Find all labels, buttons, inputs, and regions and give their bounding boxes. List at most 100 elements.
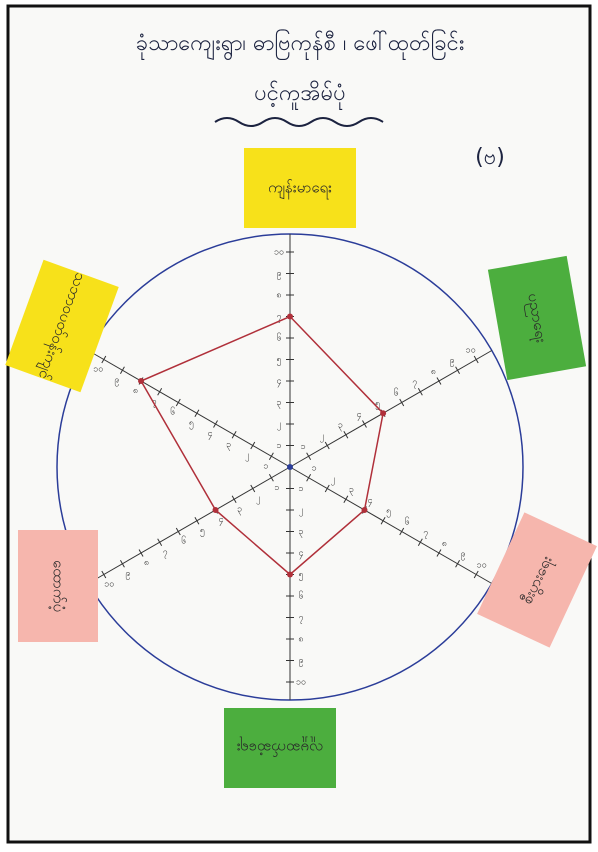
- category-label: လူမှုဆက်ဆံရေး: [236, 737, 323, 758]
- tick-mark: [213, 420, 218, 428]
- data-point: [287, 313, 293, 320]
- tick-label: ၁၀: [104, 580, 114, 590]
- tick-label: ၅: [276, 355, 281, 366]
- tick-mark: [380, 517, 386, 525]
- data-point: [361, 507, 368, 513]
- note-paper: [224, 708, 336, 788]
- tick-label: ၂: [277, 420, 281, 431]
- tick-mark: [101, 355, 107, 364]
- tick-label: ၁၀: [466, 345, 476, 355]
- tick-mark: [119, 560, 125, 568]
- tick-mark: [194, 409, 200, 417]
- category-label: ထောက်ပံ့: [49, 560, 68, 612]
- axis-line: [289, 466, 493, 584]
- data-point: [287, 571, 293, 578]
- axis-line: [87, 350, 291, 468]
- tick-label: ၁: [263, 461, 268, 471]
- tick-mark: [306, 474, 312, 482]
- tick-label: ၄: [276, 377, 281, 388]
- tick-mark: [157, 388, 163, 396]
- tick-label: ၁: [274, 483, 279, 493]
- tick-label: ၃: [226, 440, 231, 451]
- tick-label: ၅: [298, 570, 303, 581]
- tick-label: ၂: [320, 431, 324, 442]
- tick-mark: [343, 495, 349, 503]
- tick-mark: [417, 538, 423, 546]
- tick-mark: [101, 570, 107, 579]
- note-paper: [477, 512, 597, 648]
- sticky-note: ကျန်းမာရေး: [244, 148, 356, 228]
- tick-mark: [473, 570, 479, 579]
- axis-line: [87, 466, 291, 584]
- tick-label: ၅: [200, 526, 205, 537]
- tick-mark: [324, 441, 330, 450]
- tick-mark: [473, 355, 479, 364]
- tick-label: ၆: [298, 591, 303, 602]
- note-paper: [244, 148, 356, 228]
- tick-label: ၉: [276, 269, 281, 280]
- tick-mark: [138, 549, 144, 557]
- sticky-note: ပညာရေး: [487, 255, 587, 381]
- tick-label: ၇: [276, 312, 281, 323]
- tick-mark: [157, 538, 163, 546]
- tick-label: ၅: [189, 418, 194, 429]
- tick-mark: [268, 452, 274, 460]
- tick-label: ၁: [298, 484, 303, 494]
- category-label: ကျန်းမာရေး: [268, 179, 332, 200]
- sticky-note: စီးပွားရေး: [477, 512, 597, 648]
- data-point: [380, 410, 387, 417]
- tick-mark: [231, 431, 237, 439]
- tick-label: ၁၀: [477, 560, 487, 570]
- tick-mark: [306, 452, 312, 460]
- tick-mark: [455, 366, 461, 374]
- data-point: [212, 507, 219, 513]
- tick-label: ၃: [298, 527, 303, 538]
- tick-label: ၂: [299, 506, 303, 517]
- tick-mark: [436, 549, 442, 557]
- tick-label: ၇: [423, 528, 428, 539]
- tick-label: ၄: [207, 429, 212, 440]
- note-paper: [487, 255, 587, 381]
- tick-label: ၁: [312, 464, 317, 474]
- note-paper: [5, 259, 119, 393]
- sticky-note: သဘာဝပတ်ဝန်းကျင်: [5, 259, 119, 393]
- tick-label: ၃: [338, 421, 343, 432]
- tick-mark: [436, 377, 442, 385]
- tick-label: ၆: [405, 516, 410, 527]
- tick-label: ၁၀: [93, 365, 103, 375]
- note-paper: [18, 530, 98, 642]
- chart-subtitle: ပင့်ကူအိမ်ပုံ: [254, 80, 346, 110]
- tick-mark: [399, 398, 405, 407]
- tick-label: ၈: [431, 367, 436, 377]
- center: [287, 464, 293, 470]
- tick-label: ၃: [349, 485, 354, 496]
- tick-label: ၉: [114, 375, 119, 386]
- tick-mark: [268, 474, 274, 482]
- tick-label: ၉: [461, 550, 466, 561]
- underline: [214, 117, 384, 127]
- sticky-note: ထောက်ပံ့: [18, 530, 98, 642]
- tick-label: ၄: [367, 496, 372, 507]
- tick-label: ၂: [256, 494, 260, 505]
- tick-mark: [362, 420, 367, 428]
- tick-label: ၆: [170, 407, 175, 418]
- tick-label: ၂: [245, 451, 249, 462]
- tick-label: ၄: [298, 549, 303, 560]
- tick-label: ၁၀: [296, 678, 306, 688]
- tick-label: ၅: [375, 399, 380, 410]
- tick-mark: [343, 431, 349, 439]
- tick-label: ၅: [386, 507, 391, 518]
- tick-mark: [417, 388, 423, 396]
- tick-label: ၉: [298, 656, 303, 667]
- chart-title: ခုံသာကျေးရွာ၊ ဓာဗြကုန်စီ ၊ ဖေါ်ထုတ်ခြင်း: [136, 29, 465, 61]
- tick-label: ၇: [412, 378, 417, 389]
- tick-label: ၇: [298, 613, 303, 624]
- tick-label: ၇: [163, 547, 168, 558]
- tick-label: ၆: [181, 536, 186, 547]
- tick-mark: [250, 484, 256, 493]
- tick-label: ၈: [276, 291, 281, 301]
- data-point: [138, 378, 145, 384]
- tick-label: ၃: [237, 504, 242, 515]
- plot: ၁၂၃၄၅၆၇၈၉၁၀၁၂၃၄၅၆၇၈၉၁၀၁၂၃၄၅၆၇၈၉၁၀၁၂၃၄၅၆၇…: [87, 234, 493, 700]
- tick-label: ၆: [394, 387, 399, 398]
